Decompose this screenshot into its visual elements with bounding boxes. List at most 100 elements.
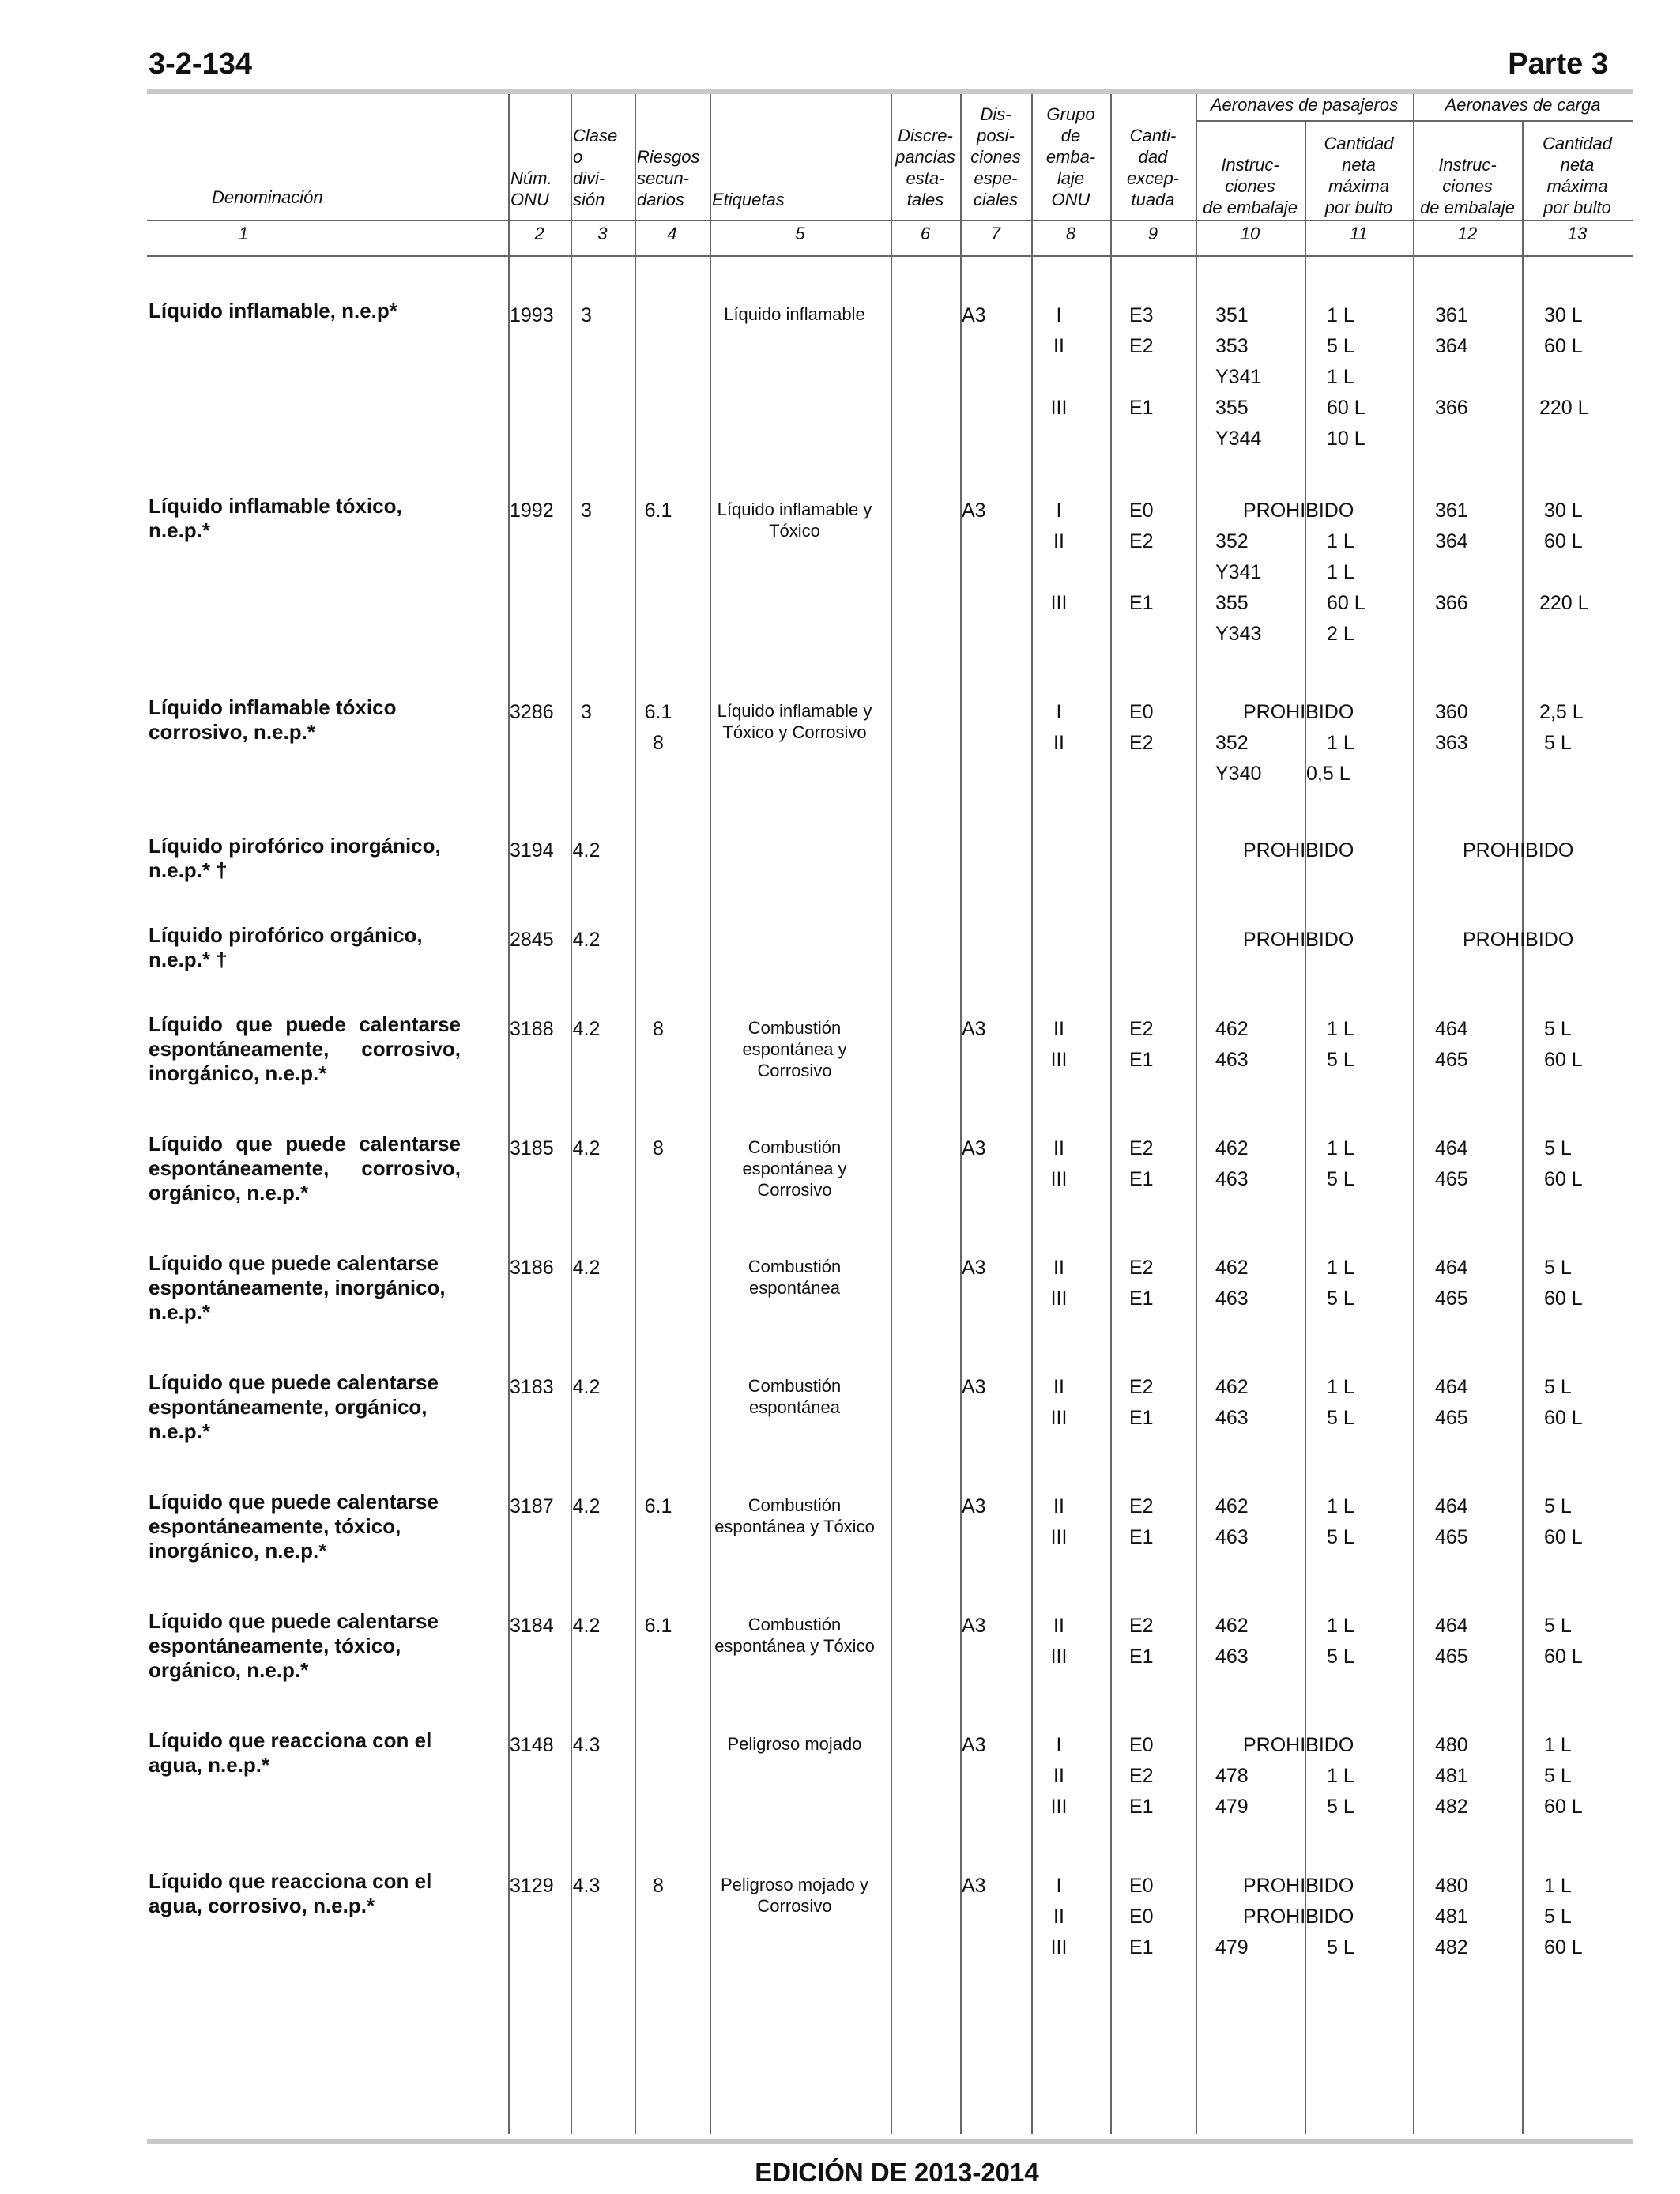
header-instrucciones-carga-line: de embalaje (1420, 198, 1515, 217)
cargo-quantity: 60 L (1544, 1936, 1583, 1958)
cargo-instruction: 465 (1435, 1526, 1468, 1548)
column-line-6 (960, 94, 962, 2134)
packing-group: II (1053, 1495, 1064, 1517)
header-discrepancias-line: pancias (895, 147, 955, 167)
column-line-11 (1413, 94, 1414, 2134)
passenger-instruction: Y341 (1215, 366, 1262, 388)
packing-group: III (1050, 1936, 1068, 1958)
column-line-3 (635, 94, 636, 2134)
excepted-quantity: E1 (1129, 1168, 1154, 1190)
cargo-quantity: 5 L (1544, 1765, 1572, 1787)
entry-name-line: n.e.p.* † (149, 948, 228, 971)
header-disposiciones-line: ciones (970, 147, 1021, 167)
un-number: 1993 (510, 304, 554, 326)
header-riesgos: Riesgos secun-darios (637, 146, 712, 210)
entry-name-line: Líquido que puede calentarse (149, 1609, 439, 1633)
class-division: 4.2 (572, 839, 601, 861)
passenger-instruction: 462 (1215, 1018, 1249, 1040)
entry-name-line: n.e.p.* † (149, 858, 228, 882)
cargo-quantity: 30 L (1544, 499, 1583, 522)
cargo-instruction: 360 (1435, 701, 1468, 723)
cargo-quantity: 220 L (1539, 397, 1589, 419)
entry-name: Líquido que puede calentarse espontáneame… (149, 1251, 461, 1325)
header-disposiciones-line: ciales (973, 190, 1019, 209)
entry-name: Líquido que puede calentarse espontáneame… (149, 1490, 461, 1563)
passenger-instruction: 462 (1215, 1495, 1249, 1517)
passenger-quantity: 5 L (1327, 1287, 1354, 1310)
column-number-4: 4 (667, 224, 677, 243)
packing-group: III (1050, 592, 1068, 614)
column-line-12 (1522, 120, 1524, 2134)
header-num-onu: Núm. ONU (510, 168, 574, 210)
passenger-instruction: 462 (1215, 1615, 1249, 1637)
entry-name: Líquido inflamable tóxico corrosivo, n.e.… (149, 696, 461, 745)
passenger-quantity: 5 L (1327, 1407, 1354, 1429)
un-number: 3184 (510, 1615, 554, 1637)
packing-group: II (1053, 1376, 1064, 1398)
passenger-instruction: 462 (1215, 1137, 1249, 1159)
excepted-quantity: E2 (1129, 1376, 1154, 1398)
header-etiquetas: Etiquetas (712, 190, 785, 209)
entry-name-line: espontáneamente, tóxico, (149, 1514, 401, 1538)
entry-name: Líquido que reacciona con el agua, corros… (149, 1869, 461, 1918)
number-row-line (147, 255, 1633, 257)
passenger-quantity: 5 L (1327, 1049, 1354, 1071)
excepted-quantity: E2 (1129, 1018, 1154, 1040)
header-cantidad-pasajeros: Cantidad neta máxima por bulto (1305, 133, 1413, 218)
header-aeronaves-carga: Aeronaves de carga (1445, 95, 1601, 115)
hazard-label-line: Líquido inflamable (724, 304, 865, 324)
prohibited-passenger: PROHIBIDO (1243, 839, 1354, 861)
header-grupo-line: de (1060, 126, 1081, 145)
passenger-instruction: 479 (1215, 1796, 1249, 1818)
hazard-label: Combustión espontánea y Tóxico (710, 1614, 880, 1657)
hazard-label-line: Peligroso mojado (727, 1734, 862, 1754)
un-number: 3183 (510, 1376, 554, 1398)
hazard-label-line: Combustión (748, 1615, 842, 1634)
special-provision: A3 (962, 304, 986, 326)
cargo-quantity: 60 L (1544, 530, 1583, 552)
passenger-quantity: 2 L (1327, 623, 1354, 645)
passenger-instruction: 478 (1215, 1765, 1249, 1787)
excepted-quantity: E1 (1129, 397, 1154, 419)
column-line-10 (1305, 120, 1306, 2134)
header-bottom-line (147, 220, 1633, 221)
prohibited-passenger: PROHIBIDO (1243, 1906, 1354, 1928)
column-number-10: 10 (1240, 224, 1260, 243)
header-instrucciones-pasajeros: Instruc-ciones de embalaje (1196, 154, 1305, 218)
special-provision: A3 (962, 1875, 986, 1897)
column-line-2 (571, 94, 572, 2134)
excepted-quantity: E1 (1129, 1646, 1154, 1668)
header-riesgos-line: Riesgos (637, 147, 700, 167)
cargo-quantity: 5 L (1544, 732, 1572, 754)
header-riesgos-line: secun- (637, 168, 690, 188)
passenger-quantity: 1 L (1327, 561, 1354, 583)
excepted-quantity: E3 (1129, 304, 1154, 326)
header-cantidad-exceptuada-line: Canti- (1129, 126, 1177, 145)
prohibited-passenger: PROHIBIDO (1243, 929, 1354, 951)
header-instrucciones-carga-line: Instruc- (1438, 155, 1497, 175)
hazard-label-line: espontánea y (742, 1159, 847, 1178)
passenger-instruction: 462 (1215, 1257, 1249, 1279)
header-grupo-line: laje (1057, 168, 1085, 188)
packing-group: I (1056, 1734, 1062, 1756)
class-division: 3 (581, 304, 592, 326)
excepted-quantity: E0 (1129, 701, 1154, 723)
cargo-instruction: 482 (1435, 1936, 1468, 1958)
excepted-quantity: E2 (1129, 1137, 1154, 1159)
passenger-instruction: 463 (1215, 1526, 1249, 1548)
cargo-instruction: 464 (1435, 1257, 1468, 1279)
subsidiary-risk: 6.1 (644, 499, 672, 522)
header-discrepancias-line: Discre- (898, 126, 953, 145)
header-cantidad-carga: Cantidad neta máxima por bulto (1522, 133, 1633, 218)
prohibited-passenger: PROHIBIDO (1243, 701, 1354, 723)
un-number: 3129 (510, 1875, 554, 1897)
entry-name-line: espontáneamente, orgánico, (149, 1395, 428, 1419)
passenger-instruction: 352 (1215, 530, 1249, 552)
hazard-label: Líquido inflamable (710, 303, 880, 325)
hazard-label-line: espontánea y Tóxico (714, 1636, 875, 1656)
column-number-3: 3 (597, 224, 608, 243)
passenger-instruction: 463 (1215, 1168, 1249, 1190)
entry-name-line: inorgánico, n.e.p.* (149, 1539, 327, 1563)
packing-group: III (1050, 1287, 1068, 1310)
column-number-7: 7 (990, 224, 1001, 243)
